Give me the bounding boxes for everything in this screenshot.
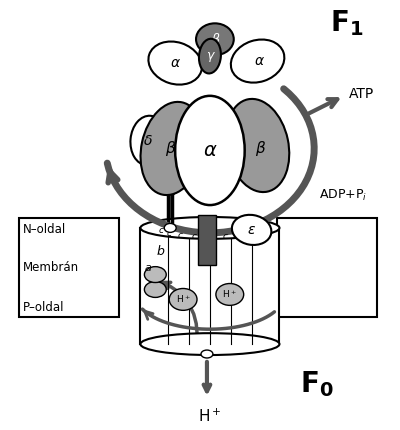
Text: ADP+P$_i$: ADP+P$_i$ [319, 187, 368, 203]
Ellipse shape [226, 99, 289, 192]
Text: δ: δ [144, 134, 153, 147]
Text: P–oldal: P–oldal [23, 301, 65, 314]
Ellipse shape [216, 283, 244, 305]
Text: c: c [256, 227, 261, 236]
Ellipse shape [175, 96, 245, 205]
Text: N–oldal: N–oldal [23, 224, 66, 236]
Text: H$^+$: H$^+$ [222, 289, 237, 300]
Text: c: c [159, 227, 164, 236]
Ellipse shape [199, 39, 221, 74]
Text: β: β [211, 33, 219, 46]
Text: c: c [248, 229, 253, 238]
Text: α: α [204, 141, 216, 160]
Ellipse shape [130, 116, 166, 165]
Bar [278, 218, 377, 317]
Ellipse shape [169, 289, 197, 310]
Text: $\mathbf{F_1}$: $\mathbf{F_1}$ [330, 9, 364, 38]
Text: α: α [255, 54, 264, 68]
Text: ε: ε [248, 223, 255, 237]
Text: c: c [178, 231, 183, 240]
Text: c: c [223, 232, 228, 241]
Text: c: c [208, 232, 212, 241]
Text: ATP: ATP [349, 87, 374, 101]
Ellipse shape [231, 40, 284, 83]
Text: c: c [237, 231, 242, 240]
Text: H$^+$: H$^+$ [176, 294, 190, 305]
Ellipse shape [140, 102, 204, 195]
Ellipse shape [140, 217, 280, 239]
Text: b: b [156, 245, 164, 258]
Ellipse shape [148, 42, 202, 85]
Text: β: β [255, 141, 264, 156]
Ellipse shape [201, 350, 213, 358]
Bar [198, 215, 216, 264]
Text: Membrán: Membrán [23, 261, 79, 274]
Ellipse shape [164, 224, 176, 232]
Ellipse shape [144, 282, 166, 298]
Text: H$^+$: H$^+$ [198, 408, 222, 425]
Bar [19, 218, 118, 317]
Ellipse shape [144, 267, 166, 283]
Text: c: c [166, 229, 172, 238]
Text: $\mathbf{F_0}$: $\mathbf{F_0}$ [300, 369, 334, 399]
Text: γ: γ [206, 49, 214, 61]
Bar [140, 228, 280, 344]
Text: c: c [192, 232, 197, 241]
Text: β: β [165, 141, 175, 156]
Text: α: α [171, 56, 180, 70]
Ellipse shape [232, 215, 271, 245]
Ellipse shape [196, 23, 234, 55]
Ellipse shape [140, 333, 280, 355]
Text: a: a [145, 263, 152, 273]
